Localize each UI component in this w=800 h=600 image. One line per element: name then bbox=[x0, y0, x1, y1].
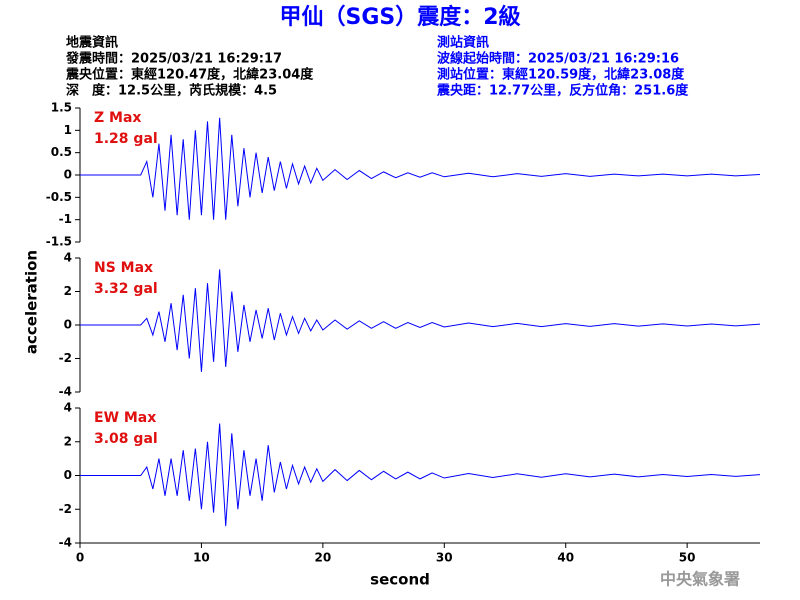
event-info: 震央位置：東經120.47度，北緯23.04度 bbox=[65, 67, 314, 83]
x-axis-label: second bbox=[370, 571, 430, 589]
x-tick-label: 20 bbox=[315, 551, 332, 565]
y-tick-label: 2 bbox=[64, 434, 72, 448]
max-annotation: EW Max bbox=[94, 410, 156, 426]
x-tick-label: 40 bbox=[557, 551, 574, 565]
y-tick-label: -1.5 bbox=[46, 235, 72, 249]
max-annotation: NS Max bbox=[94, 260, 153, 276]
max-annotation: 3.08 gal bbox=[94, 431, 158, 447]
y-tick-label: 2 bbox=[64, 284, 72, 298]
max-annotation: 1.28 gal bbox=[94, 131, 158, 147]
max-annotation: Z Max bbox=[94, 110, 141, 126]
x-tick-label: 30 bbox=[436, 551, 453, 565]
station-info: 測站資訊 bbox=[437, 35, 489, 51]
x-tick-label: 10 bbox=[193, 551, 210, 565]
chart-title: 甲仙（SGS）震度：2級 bbox=[279, 4, 520, 30]
y-tick-label: 1.5 bbox=[51, 101, 72, 115]
event-info: 深 度：12.5公里，芮氏規模：4.5 bbox=[66, 83, 277, 99]
waveform bbox=[80, 423, 761, 527]
y-tick-label: -1 bbox=[59, 212, 72, 226]
event-info: 發震時間：2025/03/21 16:29:17 bbox=[65, 51, 282, 67]
y-tick-label: 4 bbox=[64, 401, 72, 415]
x-tick-label: 0 bbox=[76, 551, 84, 565]
waveform bbox=[80, 117, 761, 220]
y-tick-label: 0 bbox=[64, 468, 72, 482]
y-tick-label: -4 bbox=[59, 385, 72, 399]
footer: 中央氣象署 bbox=[660, 570, 740, 589]
y-axis-label: acceleration bbox=[23, 250, 41, 354]
y-tick-label: 1 bbox=[64, 123, 72, 137]
station-info: 震央距：12.77公里，反方位角：251.6度 bbox=[436, 83, 689, 99]
y-tick-label: 4 bbox=[64, 251, 72, 265]
y-tick-label: -4 bbox=[59, 536, 72, 550]
y-tick-label: -2 bbox=[59, 502, 72, 516]
y-tick-label: -2 bbox=[59, 351, 72, 365]
x-tick-label: 50 bbox=[679, 551, 696, 565]
station-info: 測站位置：東經120.59度，北緯23.08度 bbox=[437, 67, 685, 83]
event-info: 地震資訊 bbox=[66, 35, 118, 51]
waveform bbox=[80, 269, 761, 372]
station-info: 波線起始時間：2025/03/21 16:29:16 bbox=[437, 51, 679, 67]
y-tick-label: 0 bbox=[64, 318, 72, 332]
max-annotation: 3.32 gal bbox=[94, 281, 158, 297]
y-tick-label: 0.5 bbox=[51, 145, 72, 159]
y-tick-label: 0 bbox=[64, 168, 72, 182]
y-tick-label: -0.5 bbox=[46, 190, 72, 204]
